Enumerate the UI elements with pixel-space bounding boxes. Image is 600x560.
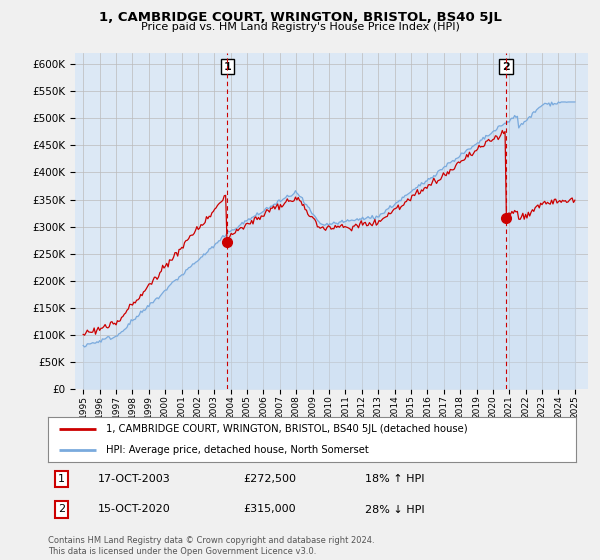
Text: 18% ↑ HPI: 18% ↑ HPI [365, 474, 424, 484]
Text: £315,000: £315,000 [244, 505, 296, 515]
Text: 2: 2 [502, 62, 510, 72]
Text: HPI: Average price, detached house, North Somerset: HPI: Average price, detached house, Nort… [106, 445, 369, 455]
Text: 28% ↓ HPI: 28% ↓ HPI [365, 505, 424, 515]
Text: 2: 2 [58, 505, 65, 515]
Text: 17-OCT-2003: 17-OCT-2003 [98, 474, 171, 484]
Text: 1, CAMBRIDGE COURT, WRINGTON, BRISTOL, BS40 5JL: 1, CAMBRIDGE COURT, WRINGTON, BRISTOL, B… [98, 11, 502, 24]
Text: 1, CAMBRIDGE COURT, WRINGTON, BRISTOL, BS40 5JL (detached house): 1, CAMBRIDGE COURT, WRINGTON, BRISTOL, B… [106, 424, 468, 435]
Text: 1: 1 [58, 474, 65, 484]
Text: £272,500: £272,500 [244, 474, 296, 484]
Text: 15-OCT-2020: 15-OCT-2020 [98, 505, 171, 515]
Text: 1: 1 [224, 62, 231, 72]
Text: Price paid vs. HM Land Registry's House Price Index (HPI): Price paid vs. HM Land Registry's House … [140, 22, 460, 32]
Text: Contains HM Land Registry data © Crown copyright and database right 2024.
This d: Contains HM Land Registry data © Crown c… [48, 536, 374, 556]
